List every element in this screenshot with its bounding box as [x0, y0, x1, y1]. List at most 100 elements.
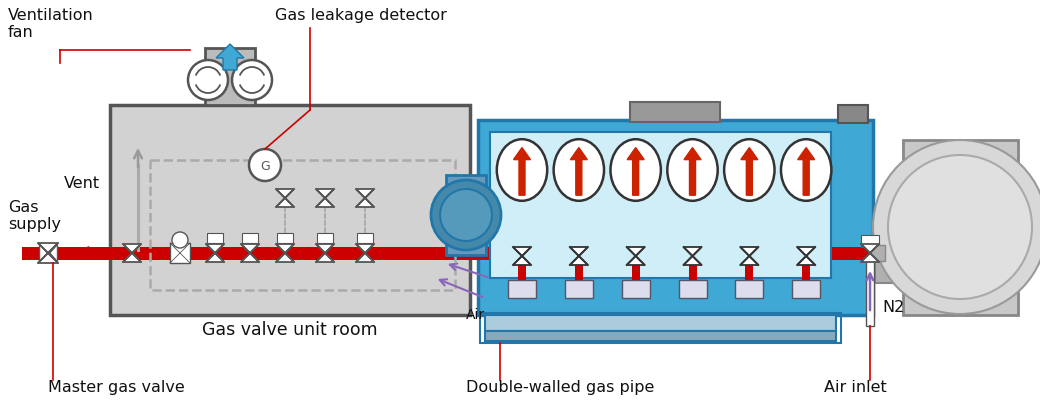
- Polygon shape: [356, 198, 374, 207]
- Polygon shape: [627, 256, 645, 265]
- Polygon shape: [316, 253, 334, 262]
- Text: Gas
supply: Gas supply: [8, 200, 61, 232]
- Polygon shape: [38, 243, 58, 253]
- Bar: [838, 105, 868, 123]
- Polygon shape: [627, 247, 645, 256]
- Circle shape: [249, 149, 281, 181]
- Bar: [792, 280, 821, 298]
- Bar: [317, 233, 333, 243]
- Bar: [631, 265, 640, 280]
- Circle shape: [873, 140, 1040, 314]
- Bar: [630, 102, 720, 122]
- Text: Air inlet: Air inlet: [824, 380, 886, 395]
- Bar: [242, 233, 258, 243]
- Bar: [866, 261, 874, 326]
- Ellipse shape: [668, 139, 718, 201]
- Circle shape: [431, 180, 501, 250]
- Polygon shape: [38, 253, 58, 263]
- Polygon shape: [276, 253, 294, 262]
- Bar: [357, 233, 373, 243]
- Polygon shape: [356, 253, 374, 262]
- FancyArrow shape: [798, 147, 814, 195]
- Circle shape: [172, 232, 188, 248]
- Bar: [861, 235, 879, 247]
- Bar: [875, 223, 903, 283]
- Bar: [485, 315, 836, 331]
- Ellipse shape: [553, 139, 604, 201]
- Bar: [688, 265, 697, 280]
- Polygon shape: [740, 247, 758, 256]
- Circle shape: [440, 189, 492, 241]
- FancyArrow shape: [740, 147, 758, 195]
- FancyArrow shape: [627, 147, 644, 195]
- Polygon shape: [740, 256, 758, 265]
- Bar: [622, 280, 650, 298]
- Polygon shape: [513, 247, 531, 256]
- Polygon shape: [316, 189, 334, 198]
- Bar: [485, 331, 836, 341]
- FancyArrow shape: [514, 147, 530, 195]
- Bar: [110, 105, 470, 315]
- Polygon shape: [861, 253, 879, 262]
- Bar: [490, 132, 831, 278]
- Bar: [870, 245, 885, 261]
- FancyArrow shape: [216, 44, 244, 70]
- Text: N2: N2: [882, 300, 904, 315]
- Polygon shape: [316, 198, 334, 207]
- Ellipse shape: [497, 139, 547, 201]
- Bar: [478, 120, 873, 315]
- Text: Air: Air: [466, 308, 485, 322]
- Polygon shape: [276, 198, 294, 207]
- Bar: [575, 265, 582, 280]
- Bar: [150, 160, 456, 290]
- Bar: [205, 48, 255, 105]
- Polygon shape: [206, 244, 224, 253]
- Text: Double-walled gas pipe: Double-walled gas pipe: [466, 380, 654, 395]
- Bar: [508, 280, 536, 298]
- Circle shape: [188, 60, 228, 100]
- FancyArrow shape: [570, 147, 588, 195]
- Polygon shape: [798, 256, 815, 265]
- Bar: [170, 243, 190, 263]
- Text: Vent: Vent: [63, 176, 100, 191]
- Polygon shape: [356, 189, 374, 198]
- Polygon shape: [123, 253, 141, 262]
- Circle shape: [232, 60, 272, 100]
- Bar: [480, 313, 841, 343]
- Bar: [22, 247, 875, 260]
- Bar: [903, 140, 1018, 315]
- Polygon shape: [570, 256, 588, 265]
- Bar: [678, 280, 706, 298]
- Ellipse shape: [724, 139, 775, 201]
- Text: G: G: [260, 160, 269, 173]
- Text: Master gas valve: Master gas valve: [48, 380, 185, 395]
- Bar: [802, 265, 810, 280]
- Text: Ventilation
fan: Ventilation fan: [8, 8, 94, 40]
- FancyArrow shape: [684, 147, 701, 195]
- Polygon shape: [798, 247, 815, 256]
- Circle shape: [888, 155, 1032, 299]
- Bar: [735, 280, 763, 298]
- Text: Gas leakage detector: Gas leakage detector: [275, 8, 447, 23]
- Bar: [518, 265, 526, 280]
- Polygon shape: [123, 244, 141, 253]
- Polygon shape: [206, 253, 224, 262]
- Polygon shape: [570, 247, 588, 256]
- Polygon shape: [683, 247, 702, 256]
- Polygon shape: [241, 253, 259, 262]
- Bar: [207, 233, 223, 243]
- Bar: [565, 280, 593, 298]
- Bar: [746, 265, 753, 280]
- Text: Gas valve unit room: Gas valve unit room: [202, 321, 378, 339]
- Bar: [277, 233, 293, 243]
- Polygon shape: [683, 256, 702, 265]
- Bar: [40, 245, 57, 261]
- Bar: [446, 175, 486, 255]
- Polygon shape: [241, 244, 259, 253]
- Polygon shape: [513, 256, 531, 265]
- Polygon shape: [861, 244, 879, 253]
- Ellipse shape: [781, 139, 831, 201]
- Polygon shape: [276, 189, 294, 198]
- Polygon shape: [316, 244, 334, 253]
- Ellipse shape: [610, 139, 660, 201]
